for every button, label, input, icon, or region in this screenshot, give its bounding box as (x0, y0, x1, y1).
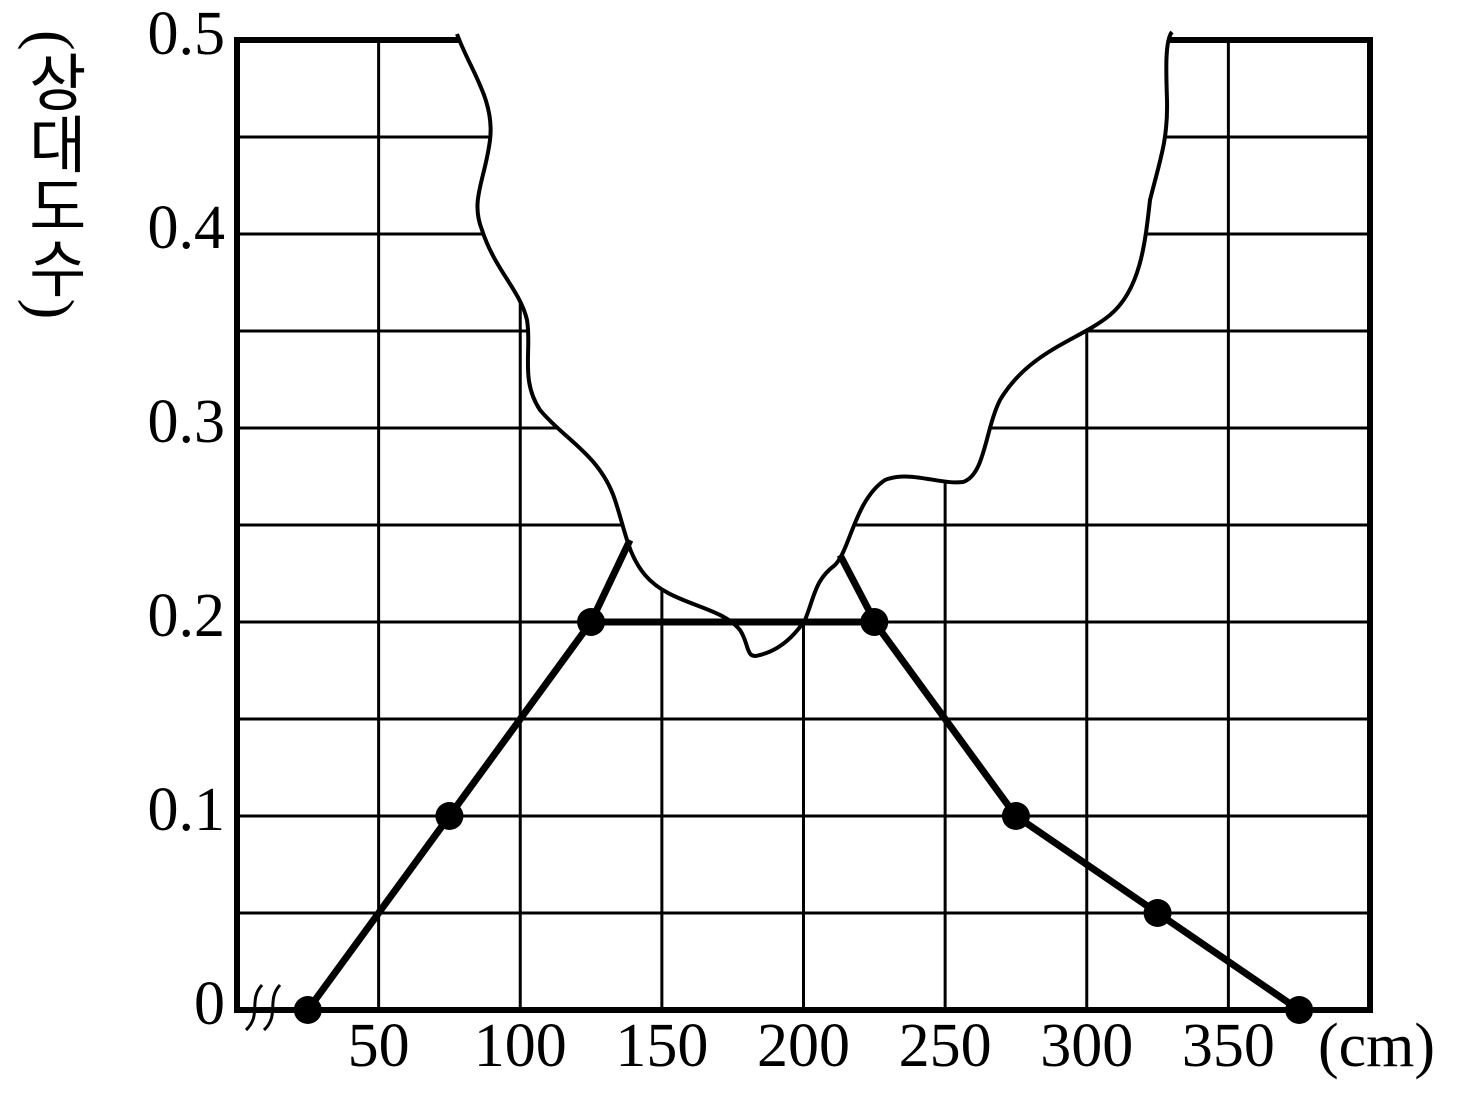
x-unit: (cm) (1318, 1012, 1435, 1080)
x-tick-label: 300 (1040, 1012, 1133, 1080)
x-tick-label: 150 (615, 1012, 708, 1080)
point (1143, 899, 1172, 927)
point (1001, 802, 1030, 830)
point (293, 996, 322, 1024)
y-tick-label: 0.3 (148, 388, 226, 456)
point (577, 608, 606, 636)
point (860, 608, 889, 636)
x-tick-label: 350 (1182, 1012, 1275, 1080)
y-tick-label: 0.1 (148, 776, 226, 844)
y-tick-label: 0.5 (148, 0, 226, 68)
y-tick-label: 0.4 (148, 194, 226, 262)
break-curve (455, 30, 1174, 658)
point (1285, 996, 1314, 1024)
line-stub (587, 538, 634, 624)
x-tick-label: 100 (474, 1012, 567, 1080)
x-tick-label: 250 (899, 1012, 992, 1080)
y-tick-label: 0 (194, 970, 225, 1038)
y-tick-label: 0.2 (148, 582, 226, 650)
y-axis-label: (상대도수) (17, 30, 85, 319)
break-mask (457, 30, 1172, 656)
x-tick-label: 200 (757, 1012, 850, 1080)
point (435, 802, 464, 830)
x-tick-label: 50 (348, 1012, 410, 1080)
axis-break (244, 983, 282, 1032)
